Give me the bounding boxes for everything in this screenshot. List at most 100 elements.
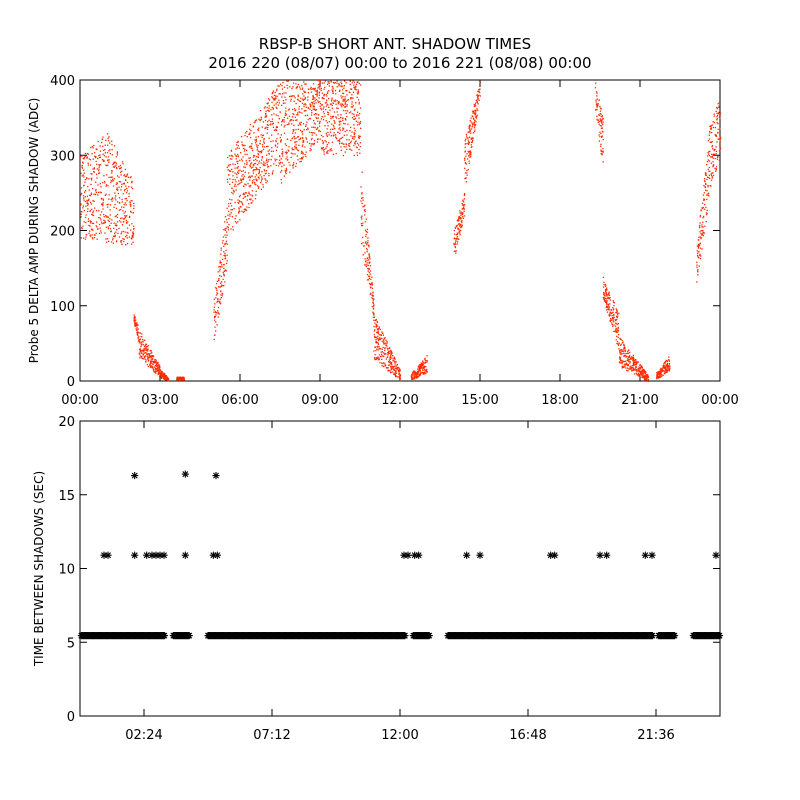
amp-point (144, 349, 146, 351)
amp-point (276, 129, 278, 131)
amp-point (227, 181, 229, 183)
amp-point (318, 94, 320, 96)
amp-point (342, 117, 344, 119)
amp-point (259, 140, 261, 142)
amp-point (473, 124, 476, 126)
amp-point (366, 274, 369, 276)
amp-point (331, 98, 333, 100)
amp-point (316, 113, 318, 115)
amp-point (249, 199, 251, 201)
amp-point (83, 158, 85, 160)
amp-point (476, 116, 478, 118)
amp-point (102, 182, 104, 184)
amp-point (224, 243, 226, 245)
amp-point (215, 314, 217, 316)
amp-point (337, 107, 339, 109)
amp-point (391, 371, 394, 373)
amp-point (387, 370, 389, 372)
amp-point (304, 98, 306, 100)
amp-point (116, 224, 118, 227)
amp-point (658, 371, 660, 373)
amp-point (91, 228, 93, 230)
amp-point (262, 146, 264, 148)
amp-point (375, 325, 377, 327)
amp-point (419, 364, 421, 366)
amp-point (660, 368, 662, 370)
amp-point (609, 321, 611, 323)
amp-point (93, 171, 95, 173)
amp-point (139, 357, 141, 359)
amp-point (703, 185, 705, 187)
amp-point (601, 119, 603, 121)
amp-point (702, 221, 704, 223)
amp-point (700, 232, 702, 235)
amp-point (280, 158, 282, 160)
amp-point (295, 87, 297, 89)
amp-point (617, 334, 620, 336)
amp-point (398, 377, 401, 379)
amp-point (111, 154, 113, 156)
amp-point (261, 157, 263, 159)
amp-point (106, 204, 108, 206)
amp-point (474, 125, 476, 127)
amp-point (230, 149, 232, 151)
amp-point (664, 366, 667, 368)
amp-point (219, 300, 221, 303)
amp-point (99, 150, 102, 152)
amp-point (115, 241, 118, 243)
amp-point (642, 376, 644, 378)
amp-point (315, 102, 317, 104)
amp-point (708, 160, 711, 162)
amp-point (619, 337, 621, 339)
amp-point (631, 356, 633, 358)
amp-point (266, 107, 268, 109)
amp-point (596, 104, 598, 107)
amp-point (606, 295, 608, 297)
amp-point (107, 156, 110, 158)
amp-point (116, 221, 119, 223)
amp-point (470, 146, 472, 148)
amp-point (305, 155, 307, 158)
amp-point (413, 374, 415, 376)
amp-point (217, 299, 219, 301)
amp-point (105, 156, 107, 158)
amp-point (364, 204, 366, 206)
amp-point (83, 199, 85, 201)
amp-point (377, 333, 380, 335)
amp-point (254, 139, 256, 141)
amp-point (465, 181, 467, 183)
amp-point (644, 378, 646, 381)
amp-point (349, 148, 351, 151)
amp-point (668, 368, 671, 371)
amp-point (703, 232, 706, 234)
amp-point (258, 118, 260, 120)
amp-point (294, 147, 296, 149)
amp-point (626, 352, 628, 355)
amp-point (456, 236, 459, 238)
amp-point (324, 86, 326, 88)
amp-point (700, 237, 703, 239)
amp-point (374, 329, 376, 331)
amp-point (84, 152, 87, 155)
amp-point (167, 378, 170, 380)
amp-point (91, 208, 93, 210)
amp-point (285, 110, 287, 112)
amp-point (368, 256, 371, 259)
amp-point (121, 170, 123, 172)
amp-point (340, 114, 342, 116)
y-tick-label: 15 (58, 489, 75, 504)
amp-point (232, 226, 234, 228)
amp-point (126, 227, 129, 229)
amp-point (594, 87, 597, 89)
amp-point (92, 168, 94, 170)
amp-point (711, 153, 713, 155)
amp-point (464, 203, 466, 206)
amp-point (146, 355, 149, 358)
amp-point (122, 193, 124, 195)
amp-point (126, 237, 128, 239)
amp-point (381, 340, 383, 343)
amp-point (89, 222, 92, 224)
amp-point (231, 209, 233, 211)
amp-point (698, 244, 700, 246)
amp-point (472, 111, 475, 113)
